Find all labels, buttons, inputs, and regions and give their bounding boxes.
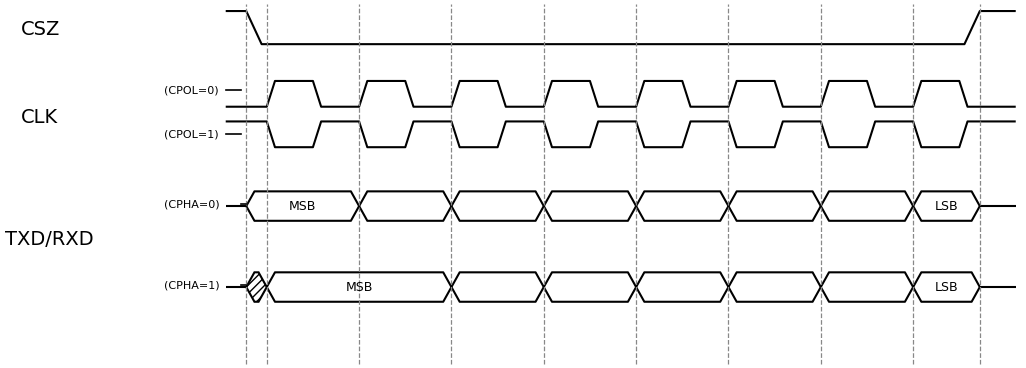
Text: (CPOL=1): (CPOL=1) [164,129,219,139]
Polygon shape [246,272,267,302]
Text: MSB: MSB [289,199,316,213]
Text: LSB: LSB [935,199,958,213]
Text: CSZ: CSZ [21,20,60,39]
Text: LSB: LSB [935,280,958,294]
Text: CLK: CLK [21,108,57,127]
Text: (CPOL=0): (CPOL=0) [164,85,219,95]
Text: (CPHA=1): (CPHA=1) [164,280,220,290]
Text: MSB: MSB [346,280,372,294]
Text: (CPHA=0): (CPHA=0) [164,199,220,209]
Text: TXD/RXD: TXD/RXD [5,230,93,249]
